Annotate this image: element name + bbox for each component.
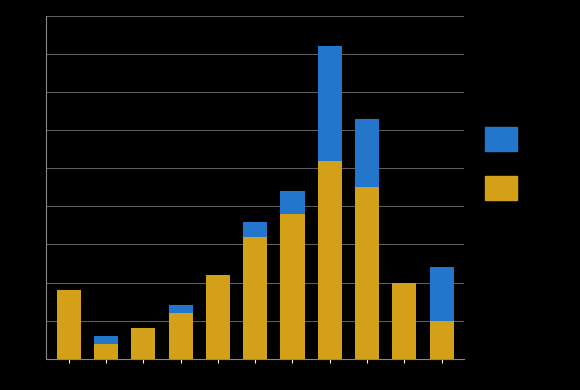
Bar <box>169 305 193 313</box>
Bar <box>206 275 230 359</box>
Bar <box>318 46 342 161</box>
FancyBboxPatch shape <box>485 176 517 200</box>
Bar <box>169 313 193 359</box>
Bar <box>280 191 304 214</box>
Bar <box>355 119 379 187</box>
Bar <box>430 321 454 359</box>
Bar <box>94 344 118 359</box>
Bar <box>243 222 267 237</box>
Bar <box>243 237 267 359</box>
Bar <box>430 267 454 321</box>
Bar <box>131 328 155 359</box>
Bar <box>392 282 416 359</box>
FancyBboxPatch shape <box>485 127 517 151</box>
Bar <box>355 187 379 359</box>
Bar <box>57 290 81 359</box>
Bar <box>318 161 342 359</box>
Bar <box>94 336 118 344</box>
Bar <box>280 214 304 359</box>
